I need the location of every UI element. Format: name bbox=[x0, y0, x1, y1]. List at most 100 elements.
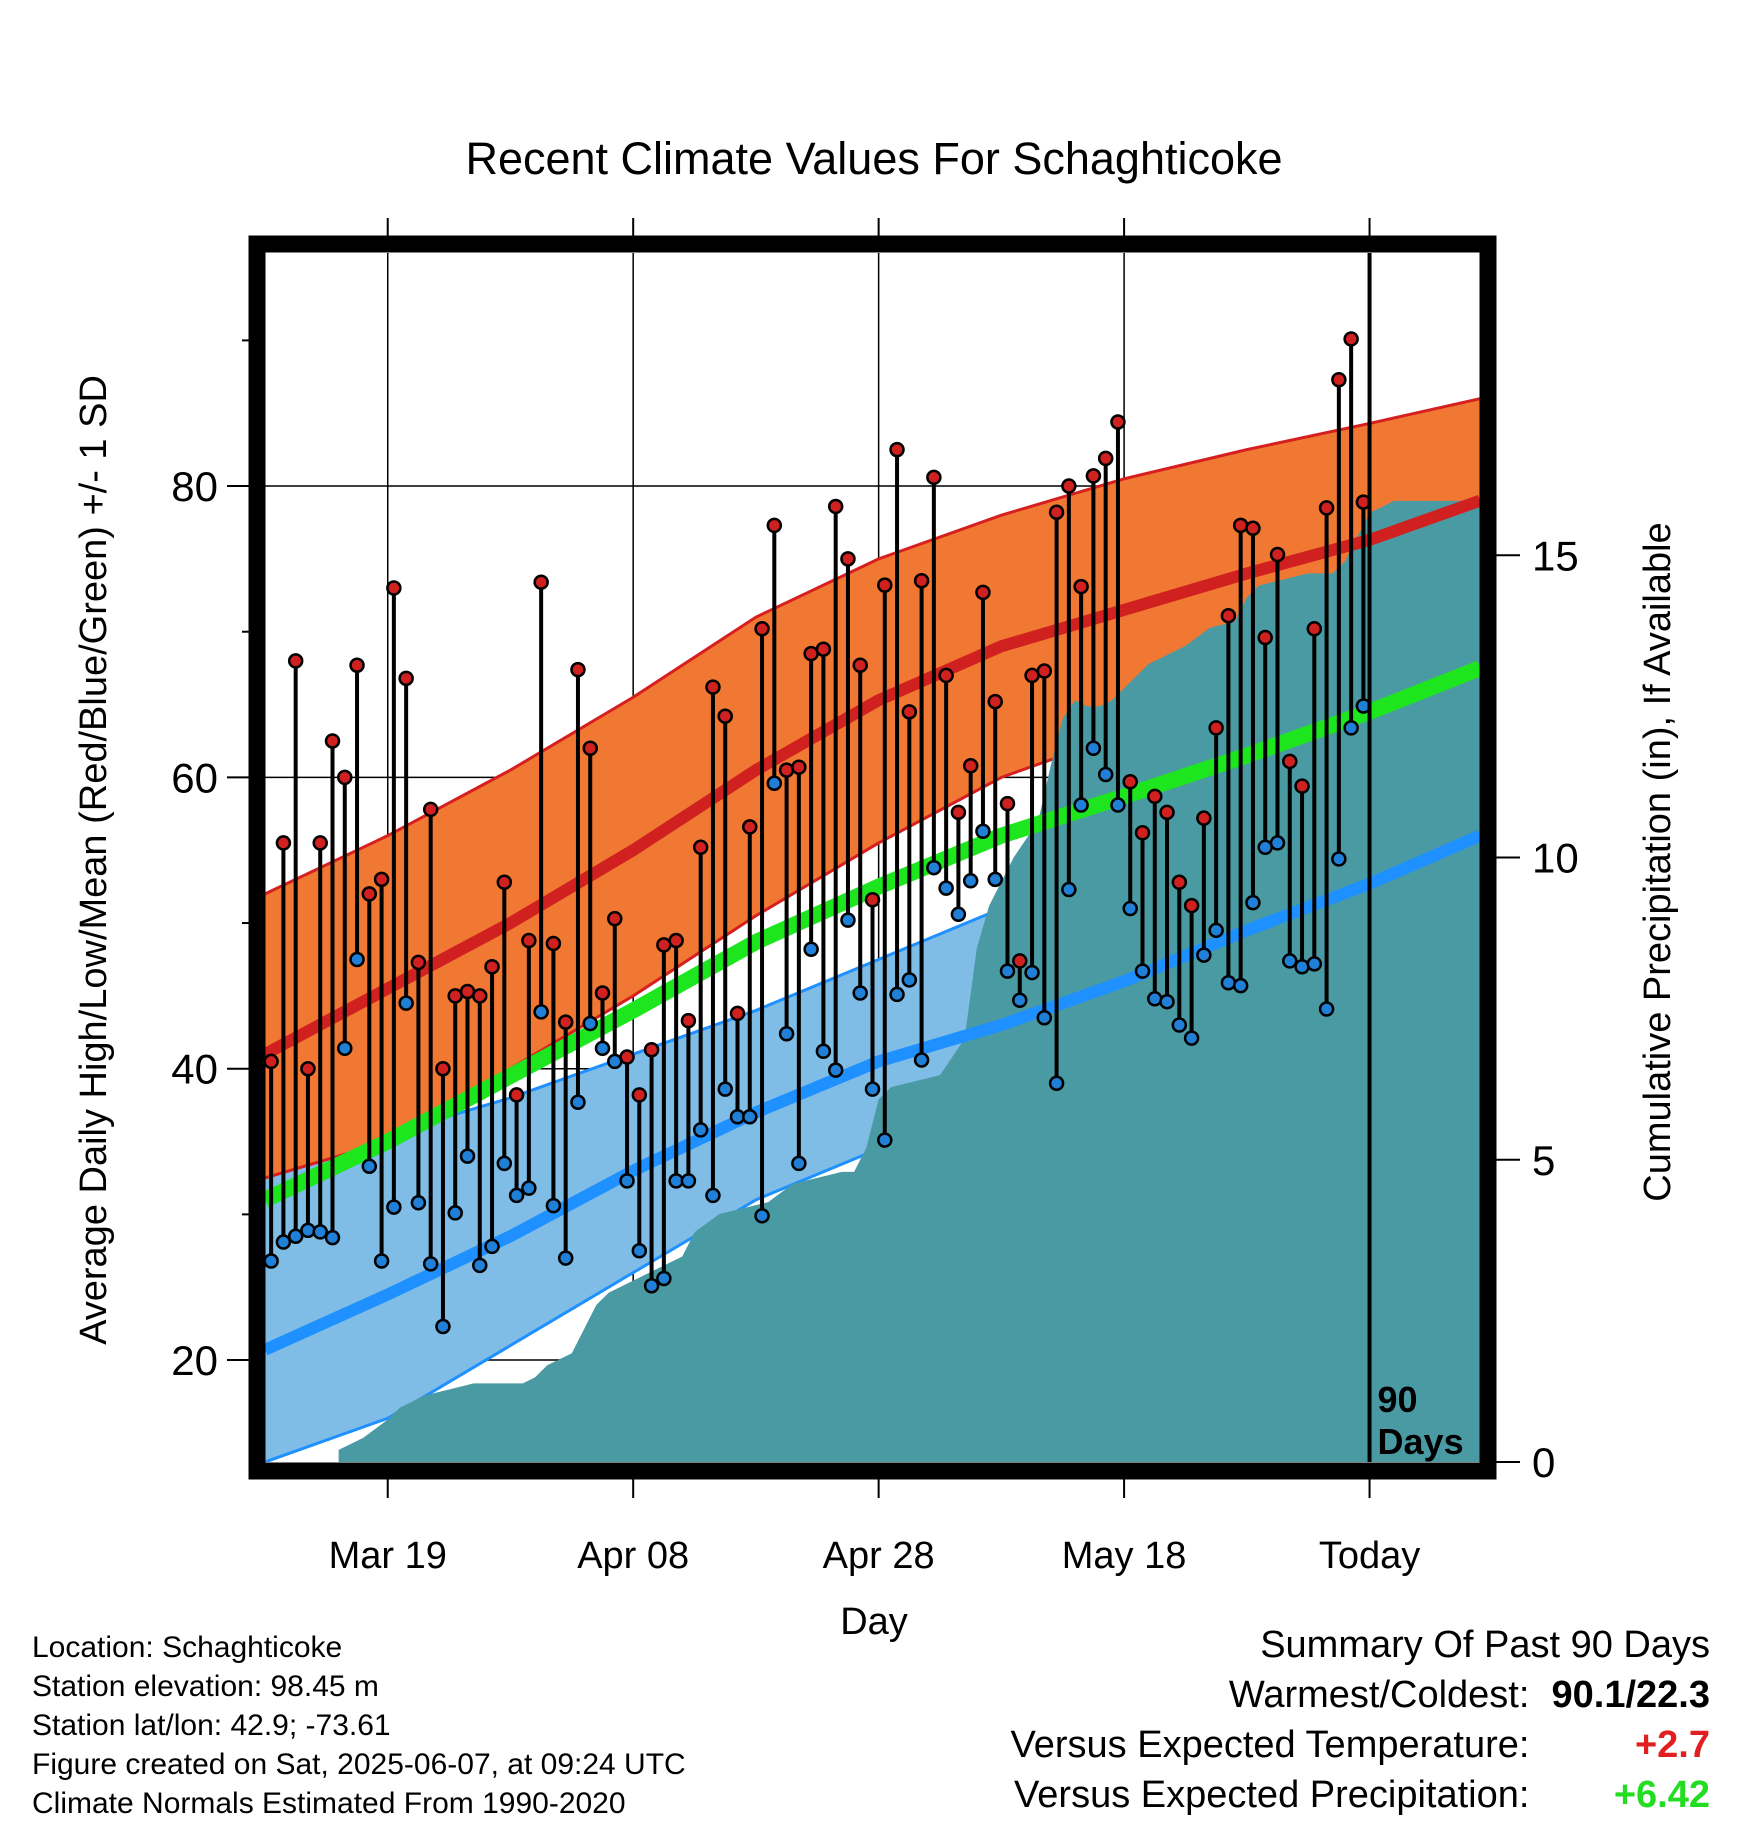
daily-high-point bbox=[1048, 504, 1065, 521]
low-normal-line bbox=[265, 830, 1480, 1356]
daily-low-point bbox=[1208, 922, 1224, 939]
daily-low-point bbox=[1269, 835, 1286, 851]
daily-low-point bbox=[913, 1052, 930, 1068]
daily-low-point bbox=[1306, 956, 1323, 972]
daily-high-point bbox=[398, 670, 414, 687]
plot-frame bbox=[248, 235, 1497, 1480]
daily-high-point bbox=[1183, 897, 1200, 914]
daily-low-point bbox=[337, 1040, 353, 1057]
precip-departure-row: Versus Expected Precipitation: +6.42 bbox=[1011, 1770, 1710, 1820]
daily-low-point bbox=[398, 995, 414, 1011]
daily-high-point bbox=[987, 693, 1003, 710]
daily-low-point bbox=[692, 1122, 709, 1138]
daily-low-point bbox=[827, 1062, 844, 1078]
daily-low-point bbox=[840, 912, 856, 928]
daily-low-point bbox=[705, 1187, 721, 1204]
y-axis-label: Average Daily High/Low/Mean (Red/Blue/Gr… bbox=[73, 375, 115, 1345]
daily-low-point bbox=[766, 775, 783, 791]
daily-low-point bbox=[1073, 797, 1089, 813]
precipitation-area bbox=[338, 500, 1480, 1462]
daily-high-point bbox=[754, 621, 770, 637]
daily-low-point bbox=[889, 986, 905, 1003]
daily-high-point bbox=[901, 704, 918, 720]
daily-low-point bbox=[950, 906, 967, 923]
daily-high-point bbox=[999, 795, 1016, 812]
daily-high-point bbox=[265, 1053, 279, 1070]
daily-high-point bbox=[1159, 804, 1175, 821]
daily-low-point bbox=[1134, 963, 1151, 979]
daily-high-point bbox=[422, 801, 439, 818]
daily-high-point bbox=[791, 759, 807, 775]
daily-high-point bbox=[373, 871, 390, 888]
daily-high-point bbox=[852, 657, 868, 673]
mean-normal-line bbox=[265, 660, 1480, 1208]
daily-high-point bbox=[962, 757, 979, 774]
daily-high-point bbox=[1294, 778, 1310, 794]
daily-low-point bbox=[901, 972, 918, 988]
daily-high-point bbox=[1036, 663, 1053, 679]
daily-low-point bbox=[1110, 797, 1126, 813]
daily-low-point bbox=[545, 1197, 562, 1214]
daily-low-point bbox=[1318, 1001, 1335, 1017]
daily-high-point bbox=[324, 733, 341, 749]
daily-high-point bbox=[1110, 414, 1126, 430]
daily-low-point bbox=[312, 1224, 328, 1240]
daily-high-point bbox=[521, 932, 537, 949]
daily-low-point bbox=[570, 1094, 586, 1110]
x-tick-label: Apr 28 bbox=[823, 1535, 935, 1577]
daily-high-point bbox=[778, 762, 795, 778]
daily-high-point bbox=[913, 572, 930, 589]
daily-low-point bbox=[742, 1109, 758, 1125]
daily-low-point bbox=[1024, 964, 1040, 981]
warmest-coldest-row: Warmest/Coldest: 90.1/22.3 bbox=[1011, 1670, 1710, 1720]
daily-high-point bbox=[864, 891, 881, 908]
y-tick-label: 20 bbox=[171, 1337, 218, 1384]
daily-low-point bbox=[1036, 1009, 1053, 1026]
daily-high-point bbox=[742, 819, 758, 835]
warmest-coldest-label: Warmest/Coldest: bbox=[1228, 1674, 1530, 1716]
daily-low-point bbox=[373, 1253, 390, 1269]
temp-departure-label: Versus Expected Temperature: bbox=[1010, 1724, 1530, 1766]
daily-high-point bbox=[484, 958, 500, 975]
daily-low-point bbox=[877, 1132, 893, 1148]
daily-high-point bbox=[643, 1042, 660, 1058]
daily-low-point bbox=[582, 1015, 598, 1032]
daily-low-point bbox=[1331, 851, 1347, 867]
daily-high-point bbox=[1085, 468, 1102, 484]
today-days-word: Days bbox=[1378, 1421, 1464, 1462]
temp-departure-row: Versus Expected Temperature: +2.7 bbox=[1011, 1720, 1710, 1770]
daily-low-point bbox=[778, 1026, 795, 1042]
daily-high-point bbox=[472, 988, 488, 1004]
daily-low-point bbox=[1085, 740, 1102, 757]
daily-high-point bbox=[631, 1087, 648, 1103]
daily-high-point bbox=[496, 874, 513, 891]
precip-departure-label: Versus Expected Precipitation: bbox=[1014, 1774, 1530, 1816]
daily-high-point bbox=[1220, 607, 1237, 624]
daily-high-point bbox=[1257, 629, 1273, 646]
daily-low-point bbox=[521, 1180, 537, 1196]
daily-low-point bbox=[422, 1256, 439, 1272]
daily-low-point bbox=[938, 880, 954, 896]
daily-high-point bbox=[1232, 517, 1249, 534]
daily-high-point bbox=[1282, 753, 1298, 770]
daily-low-point bbox=[300, 1222, 316, 1239]
daily-low-point bbox=[1232, 977, 1249, 994]
daily-low-point bbox=[791, 1155, 807, 1172]
daily-high-point bbox=[557, 1014, 574, 1030]
daily-low-point bbox=[435, 1318, 451, 1335]
daily-high-point bbox=[300, 1060, 316, 1077]
daily-low-point bbox=[975, 823, 991, 840]
daily-low-point bbox=[803, 941, 819, 958]
daily-low-point bbox=[1183, 1030, 1200, 1046]
daily-high-point bbox=[668, 932, 684, 949]
daily-low-point bbox=[815, 1043, 832, 1059]
high-sd-upper-line bbox=[265, 397, 1480, 896]
daily-high-point bbox=[1245, 520, 1261, 537]
station-info: Location: Schaghticoke Station elevation… bbox=[32, 1628, 686, 1823]
x-tick-label: Today bbox=[1319, 1535, 1420, 1577]
y2-tick-label: 5 bbox=[1532, 1137, 1555, 1184]
daily-high-point bbox=[410, 954, 427, 971]
daily-low-point bbox=[1012, 992, 1028, 1008]
daily-low-point bbox=[1196, 947, 1212, 963]
daily-low-point bbox=[361, 1158, 378, 1175]
